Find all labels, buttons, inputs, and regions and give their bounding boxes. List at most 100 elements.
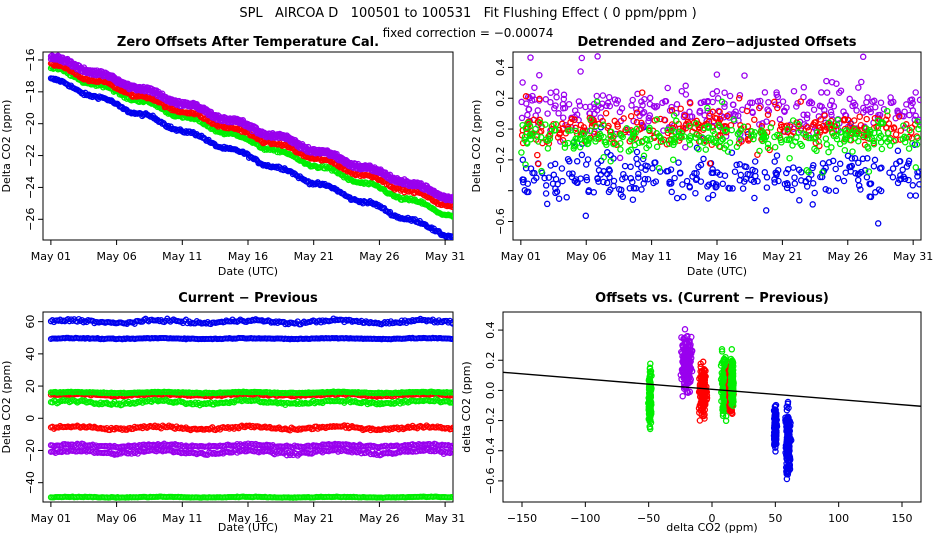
data-point (607, 157, 614, 165)
data-point (621, 174, 629, 181)
data-point (384, 208, 391, 215)
data-point (630, 117, 637, 125)
data-point (534, 107, 542, 114)
data-point (617, 139, 624, 147)
data-point (853, 107, 860, 114)
data-point (906, 126, 913, 134)
data-point (840, 108, 847, 115)
data-point (862, 106, 869, 114)
data-point (527, 136, 534, 143)
data-point (561, 140, 569, 148)
data-point (800, 84, 808, 91)
data-point (779, 98, 787, 105)
data-point (519, 156, 527, 164)
data-point (912, 164, 920, 171)
x-tick-label: May 21 (294, 512, 334, 525)
data-point (677, 105, 684, 112)
data-point (828, 78, 836, 86)
data-point (784, 166, 792, 173)
data-point (834, 174, 842, 182)
data-point (893, 160, 900, 167)
series-green (518, 98, 921, 176)
data-point (676, 169, 684, 176)
data-point (692, 189, 699, 197)
data-point (773, 131, 781, 139)
data-point (653, 130, 660, 137)
data-point (635, 170, 642, 178)
data-point (652, 178, 660, 185)
data-point (818, 173, 826, 181)
data-point (866, 180, 874, 188)
data-point (906, 192, 914, 199)
data-point (449, 213, 453, 220)
data-point (700, 98, 708, 106)
data-point (711, 130, 719, 138)
data-point (193, 318, 200, 325)
data-point (639, 110, 646, 117)
data-point (670, 141, 677, 149)
data-point (269, 146, 276, 153)
data-point (712, 181, 720, 188)
data-point (594, 175, 601, 183)
data-point (733, 161, 740, 169)
series-green (47, 64, 453, 220)
data-point (531, 84, 538, 91)
data-point (638, 89, 646, 96)
data-point (764, 144, 772, 152)
data-point (605, 93, 613, 101)
data-point (848, 162, 856, 170)
data-point (546, 135, 554, 143)
data-point (857, 186, 864, 193)
data-point (771, 158, 778, 165)
series-purple (47, 445, 453, 459)
data-point (518, 149, 525, 156)
y-tick-label: −40 (24, 471, 37, 494)
data-point (812, 133, 819, 141)
data-point (551, 160, 559, 168)
data-point (692, 120, 700, 127)
data-point (571, 116, 578, 124)
data-point (448, 194, 453, 201)
data-point (523, 100, 530, 107)
data-point (640, 152, 648, 160)
data-point (614, 120, 621, 128)
data-point (657, 168, 664, 175)
x-tick-label: May 11 (631, 250, 671, 263)
data-point (784, 128, 792, 136)
y-tick-label: 60 (24, 315, 37, 329)
data-point (864, 94, 871, 101)
data-point (668, 103, 675, 111)
data-point (534, 151, 541, 159)
data-point (606, 174, 613, 181)
data-point (619, 133, 626, 141)
data-point (748, 132, 755, 139)
data-point (614, 97, 622, 104)
data-point (817, 116, 824, 123)
data-point (712, 137, 719, 144)
data-point (552, 121, 560, 128)
data-point (735, 95, 743, 102)
data-point (449, 196, 453, 203)
data-point (726, 185, 734, 192)
data-point (558, 165, 566, 172)
data-point (692, 176, 700, 184)
data-point (744, 123, 752, 130)
x-tick-label: May 01 (31, 512, 71, 525)
data-point (705, 181, 713, 188)
data-point (729, 185, 736, 192)
data-point (773, 152, 781, 159)
data-point (645, 114, 653, 122)
data-point (449, 234, 453, 240)
data-point (530, 116, 538, 124)
series-green (47, 388, 453, 397)
data-point (849, 148, 856, 155)
data-point (559, 114, 567, 121)
data-point (601, 138, 609, 146)
data-point (750, 178, 758, 186)
data-point (626, 185, 634, 192)
data-point (805, 99, 813, 107)
data-point (906, 111, 913, 119)
data-point (524, 111, 531, 119)
data-point (527, 54, 534, 61)
data-point (618, 105, 626, 112)
